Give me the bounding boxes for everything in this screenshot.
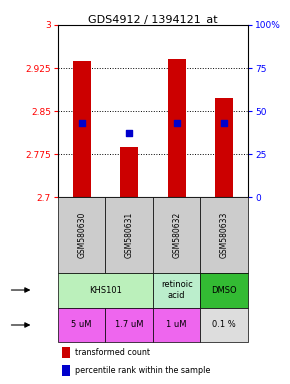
Bar [168, 60, 186, 197]
Text: GSM580630: GSM580630 [77, 212, 86, 258]
Point [174, 120, 179, 126]
Text: GSM580633: GSM580633 [220, 212, 229, 258]
Text: 1 uM: 1 uM [166, 321, 187, 329]
Text: dose: dose [0, 320, 1, 330]
Text: GSM580632: GSM580632 [172, 212, 181, 258]
Text: percentile rank within the sample: percentile rank within the sample [75, 366, 211, 375]
Point [79, 120, 84, 126]
Text: agent: agent [0, 285, 1, 295]
Bar [153, 273, 200, 308]
Point [127, 131, 132, 137]
Text: retinoic
acid: retinoic acid [161, 280, 193, 300]
Bar [200, 197, 248, 273]
Text: 1.7 uM: 1.7 uM [115, 321, 144, 329]
Bar [200, 273, 248, 308]
Bar [58, 197, 106, 273]
Bar [58, 308, 106, 343]
Point [222, 120, 226, 126]
Bar [153, 308, 200, 343]
Bar [58, 273, 153, 308]
Text: GSM580631: GSM580631 [125, 212, 134, 258]
Bar [106, 197, 153, 273]
Bar [62, 347, 70, 358]
Bar [106, 308, 153, 343]
Bar [62, 365, 70, 376]
Bar [73, 61, 91, 197]
Text: transformed count: transformed count [75, 348, 151, 357]
Text: 0.1 %: 0.1 % [212, 321, 236, 329]
Title: GDS4912 / 1394121_at: GDS4912 / 1394121_at [88, 14, 218, 25]
Text: KHS101: KHS101 [89, 286, 122, 295]
Bar [215, 98, 233, 197]
Bar [153, 197, 200, 273]
Bar [200, 308, 248, 343]
Bar [120, 147, 138, 197]
Text: 5 uM: 5 uM [72, 321, 92, 329]
Text: DMSO: DMSO [211, 286, 237, 295]
